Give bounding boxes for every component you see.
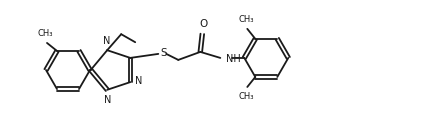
Text: NH: NH <box>226 54 241 64</box>
Text: CH₃: CH₃ <box>37 29 53 38</box>
Text: O: O <box>199 19 207 29</box>
Text: N: N <box>102 36 110 46</box>
Text: N: N <box>104 95 111 105</box>
Text: N: N <box>135 76 143 86</box>
Text: CH₃: CH₃ <box>239 92 254 101</box>
Text: S: S <box>160 48 167 58</box>
Text: CH₃: CH₃ <box>239 15 254 24</box>
